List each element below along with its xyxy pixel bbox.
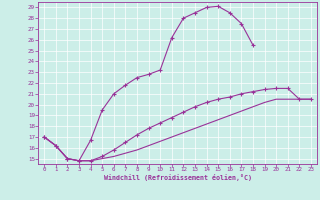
X-axis label: Windchill (Refroidissement éolien,°C): Windchill (Refroidissement éolien,°C): [104, 174, 252, 181]
